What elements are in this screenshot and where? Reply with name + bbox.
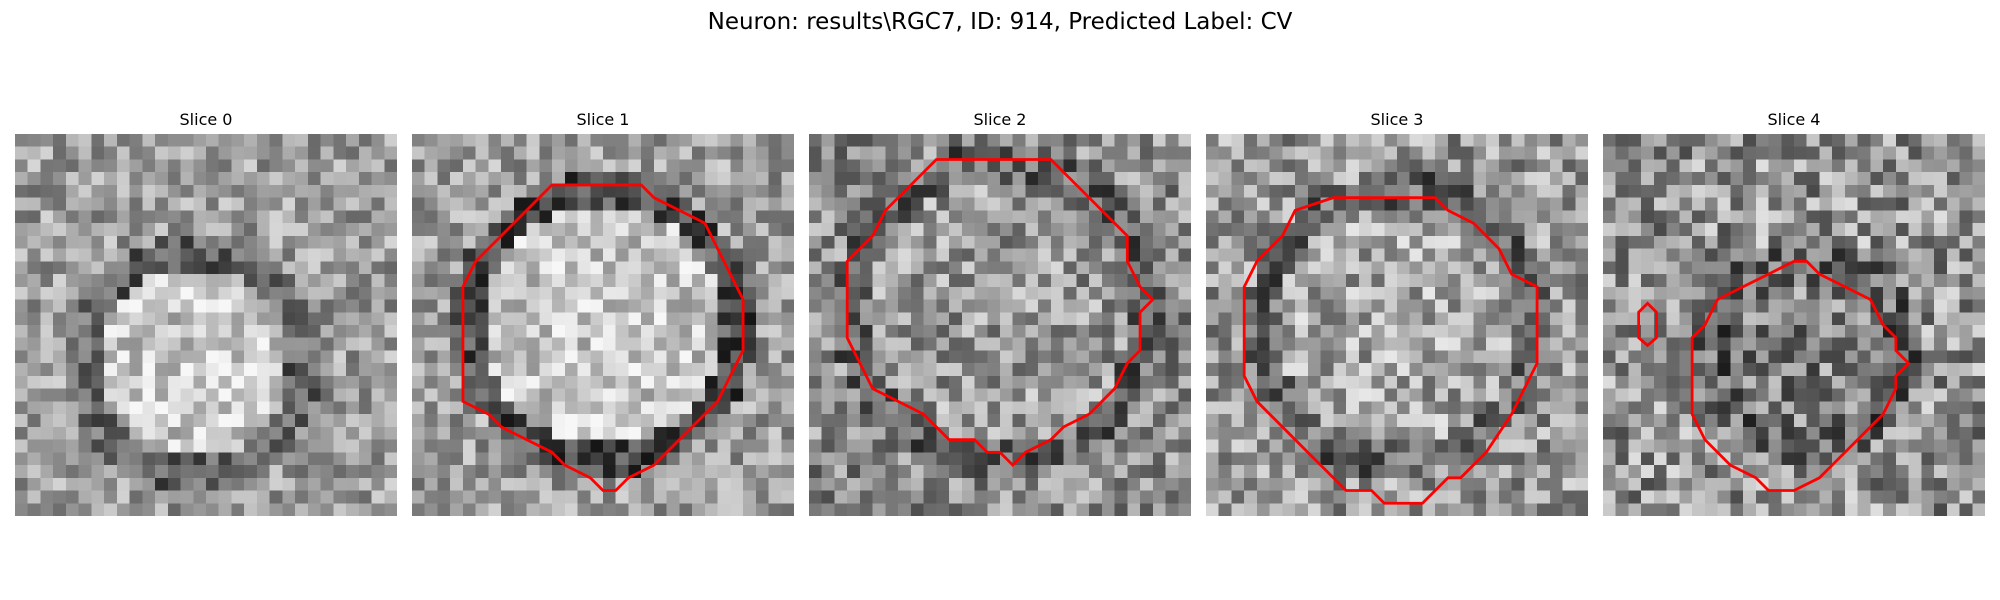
segmentation-contour bbox=[845, 158, 1155, 468]
slice-title: Slice 2 bbox=[973, 110, 1027, 129]
slice-image bbox=[1206, 134, 1588, 516]
figure-title: Neuron: results\RGC7, ID: 914, Predicted… bbox=[707, 9, 1293, 35]
segmentation-contour bbox=[1242, 196, 1539, 505]
slice-panel-3: Slice 3 bbox=[1206, 108, 1588, 518]
slice-panel-1: Slice 1 bbox=[412, 108, 794, 518]
slice-title: Slice 3 bbox=[1370, 110, 1424, 129]
slice-image bbox=[809, 134, 1191, 516]
slice-title: Slice 1 bbox=[576, 110, 630, 129]
segmentation-contour bbox=[461, 183, 745, 492]
slice-image bbox=[1603, 134, 1985, 516]
slice-panel-0: Slice 0 bbox=[15, 108, 397, 518]
segmentation-contour bbox=[1690, 259, 1911, 492]
slice-title: Slice 0 bbox=[179, 110, 233, 129]
slice-title: Slice 4 bbox=[1767, 110, 1821, 129]
slice-image bbox=[412, 134, 794, 516]
slice-panel-2: Slice 2 bbox=[809, 108, 1191, 518]
slice-panel-4: Slice 4 bbox=[1603, 108, 1985, 518]
slice-image bbox=[15, 134, 397, 516]
segmentation-contour-small bbox=[1637, 301, 1658, 348]
